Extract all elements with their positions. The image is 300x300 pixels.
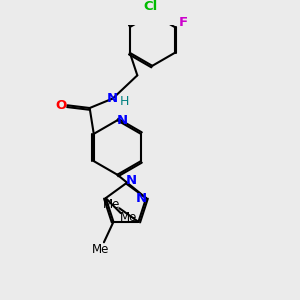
Text: Me: Me [92,243,109,256]
Text: N: N [117,114,128,127]
Text: N: N [136,192,147,205]
Text: Me: Me [103,199,120,212]
Text: F: F [179,16,188,28]
Text: N: N [107,92,118,105]
Text: Me: Me [120,211,138,224]
Text: O: O [56,99,67,112]
Text: H: H [120,95,129,108]
Text: Cl: Cl [144,0,158,13]
Text: N: N [125,174,136,187]
